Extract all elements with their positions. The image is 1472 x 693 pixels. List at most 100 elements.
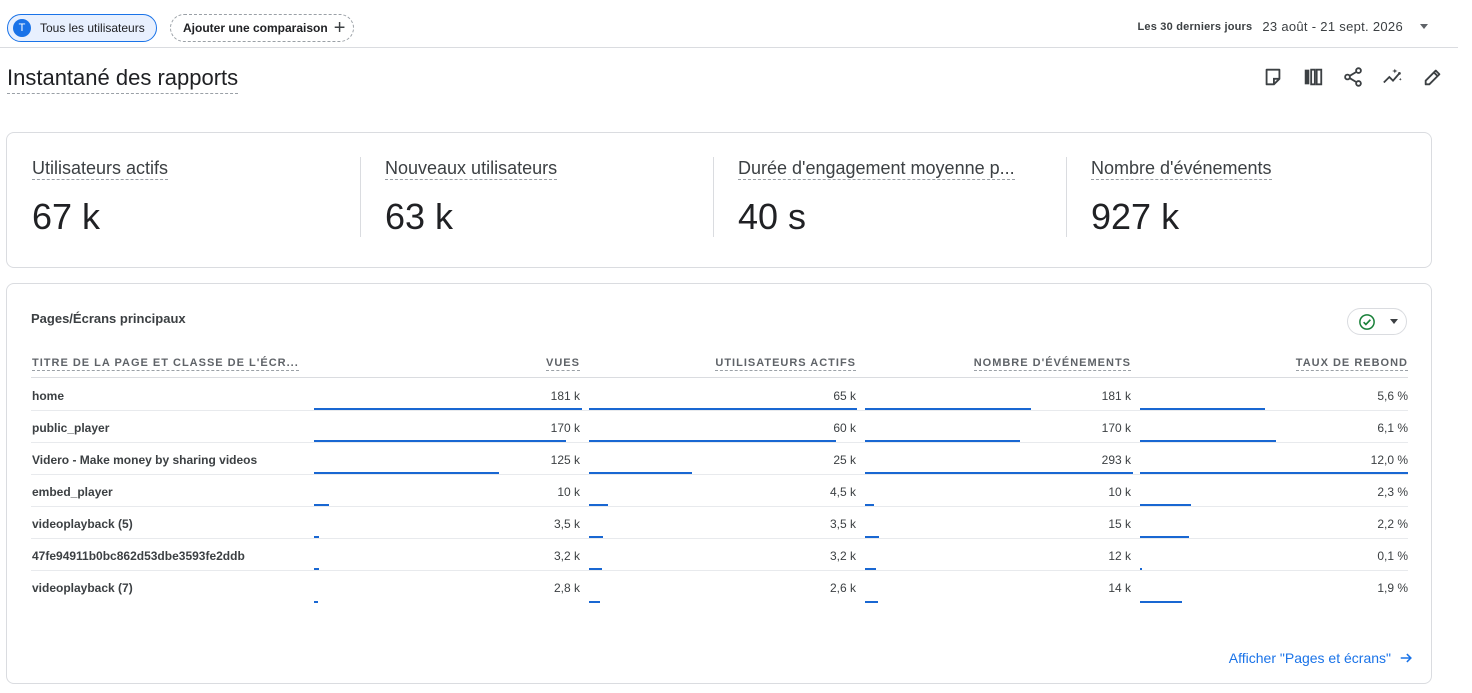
cell-active-users: 3,5 k (829, 517, 856, 531)
cell-bounce-rate: 5,6 % (1377, 389, 1408, 403)
table-row[interactable]: videoplayback (7) 2,8 k 2,6 k 14 k 1,9 % (31, 571, 1408, 603)
cell-page-title: public_player (32, 421, 110, 435)
metric-label: Utilisateurs actifs (32, 158, 169, 180)
metric-value: 40 s (738, 196, 807, 237)
cell-views-bar (314, 472, 499, 474)
arrow-right-icon (1400, 653, 1412, 663)
view-pages-screens-link[interactable]: Afficher "Pages et écrans" (1229, 650, 1413, 666)
cell-page-title: Videro - Make money by sharing videos (32, 453, 258, 467)
metric-value: 927 k (1091, 196, 1180, 237)
cell-event-count: 14 k (1108, 581, 1131, 595)
cell-views: 181 k (550, 389, 580, 403)
cell-bounce-rate-bar (1140, 440, 1276, 442)
top-pages-card: Pages/Écrans principaux TITRE DE LA PAGE… (6, 283, 1432, 684)
table-row[interactable]: home 181 k 65 k 181 k 5,6 % (31, 379, 1408, 411)
cell-bounce-rate: 2,3 % (1377, 485, 1408, 499)
cell-event-count: 12 k (1108, 549, 1131, 563)
card-title: Pages/Écrans principaux (31, 311, 186, 326)
share-icon[interactable] (1342, 66, 1364, 88)
date-range-label: Les 30 derniers jours (1137, 20, 1253, 33)
cell-page-title: 47fe94911b0bc862d53dbe3593fe2ddb (32, 549, 245, 563)
cell-bounce-rate-bar (1140, 408, 1265, 410)
cell-event-count-bar (865, 536, 879, 538)
view-link-label: Afficher "Pages et écrans" (1228, 650, 1391, 666)
table-row[interactable]: embed_player 10 k 4,5 k 10 k 2,3 % (31, 475, 1408, 507)
cell-views: 170 k (550, 421, 580, 435)
metric-label: Nouveaux utilisateurs (385, 158, 558, 180)
cell-bounce-rate-bar (1140, 504, 1191, 506)
cell-active-users: 25 k (833, 453, 856, 467)
cell-active-users: 60 k (833, 421, 856, 435)
cell-bounce-rate-bar (1140, 568, 1142, 570)
insights-icon[interactable] (1382, 66, 1404, 88)
date-range-value: 23 août - 21 sept. 2026 (1262, 19, 1403, 34)
top-bar: T Tous les utilisateurs Ajouter une comp… (0, 0, 1458, 48)
column-header-bounce-rate[interactable]: TAUX DE REBOND (1295, 357, 1408, 371)
cell-bounce-rate-bar (1140, 472, 1408, 474)
column-header-active-users[interactable]: UTILISATEURS ACTIFS (715, 357, 856, 371)
table-row[interactable]: Videro - Make money by sharing videos 125… (31, 443, 1408, 475)
note-icon[interactable] (1262, 66, 1284, 88)
all-users-chip[interactable]: T Tous les utilisateurs (7, 14, 157, 42)
cell-event-count-bar (865, 504, 874, 506)
cell-views-bar (314, 408, 582, 410)
cell-event-count: 293 k (1101, 453, 1131, 467)
all-users-label: Tous les utilisateurs (40, 21, 145, 35)
cell-views: 3,2 k (553, 549, 580, 563)
cell-bounce-rate: 1,9 % (1377, 581, 1408, 595)
cell-page-title: home (32, 389, 65, 403)
cell-event-count: 181 k (1101, 389, 1131, 403)
add-comparison-label: Ajouter une comparaison (183, 21, 328, 35)
column-header-page-title[interactable]: TITRE DE LA PAGE ET CLASSE DE L'ÉCR... (32, 357, 299, 371)
add-comparison-button[interactable]: Ajouter une comparaison + (170, 14, 355, 42)
plus-icon: + (333, 17, 346, 39)
cell-views-bar (314, 601, 318, 603)
cell-active-users-bar (589, 408, 857, 410)
metric-label: Nombre d'événements (1091, 158, 1272, 180)
metric-value: 67 k (32, 196, 101, 237)
table-row[interactable]: public_player 170 k 60 k 170 k 6,1 % (31, 411, 1408, 443)
cell-event-count-bar (865, 601, 878, 603)
cell-views: 10 k (557, 485, 580, 499)
edit-icon[interactable] (1422, 66, 1444, 88)
cell-views-bar (314, 440, 566, 442)
cell-event-count-bar (865, 408, 1031, 410)
cell-event-count: 15 k (1108, 517, 1131, 531)
metric-engagement-duration[interactable]: Durée d'engagement moyenne p... 40 s (713, 133, 1066, 267)
cell-page-title: embed_player (32, 485, 113, 499)
cell-views: 3,5 k (553, 517, 580, 531)
table-row[interactable]: videoplayback (5) 3,5 k 3,5 k 15 k 2,2 % (31, 507, 1408, 539)
metric-event-count[interactable]: Nombre d'événements 927 k (1066, 133, 1419, 267)
column-header-event-count[interactable]: NOMBRE D'ÉVÉNEMENTS (973, 357, 1131, 371)
caret-down-icon (1390, 319, 1398, 324)
cell-views-bar (314, 504, 329, 506)
metrics-card: Utilisateurs actifs 67 k Nouveaux utilis… (6, 132, 1432, 268)
user-avatar: T (13, 19, 31, 37)
cell-active-users-bar (589, 472, 692, 474)
cell-active-users-bar (589, 504, 608, 506)
cell-active-users: 3,2 k (829, 549, 856, 563)
data-quality-button[interactable] (1347, 308, 1407, 335)
cell-views-bar (314, 536, 319, 538)
cell-event-count-bar (865, 568, 876, 570)
cell-active-users: 65 k (833, 389, 856, 403)
cell-event-count: 170 k (1101, 421, 1131, 435)
cell-active-users: 2,6 k (829, 581, 856, 595)
cell-views-bar (314, 568, 319, 570)
table-row[interactable]: 47fe94911b0bc862d53dbe3593fe2ddb 3,2 k 3,2… (31, 539, 1408, 571)
compare-columns-icon[interactable] (1302, 66, 1324, 88)
page-title: Instantané des rapports (7, 64, 239, 94)
metric-new-users[interactable]: Nouveaux utilisateurs 63 k (360, 133, 713, 267)
metric-active-users[interactable]: Utilisateurs actifs 67 k (7, 133, 360, 267)
caret-down-icon (1420, 24, 1428, 29)
cell-active-users-bar (589, 601, 600, 603)
check-circle-icon (1359, 313, 1375, 330)
cell-active-users-bar (589, 568, 602, 570)
cell-page-title: videoplayback (7) (32, 581, 133, 595)
cell-event-count: 10 k (1108, 485, 1131, 499)
cell-event-count-bar (865, 440, 1020, 442)
date-range-picker[interactable]: Les 30 derniers jours 23 août - 21 sept.… (1137, 19, 1428, 34)
cell-bounce-rate: 6,1 % (1377, 421, 1408, 435)
column-header-views[interactable]: VUES (546, 357, 580, 371)
cell-active-users-bar (589, 440, 836, 442)
